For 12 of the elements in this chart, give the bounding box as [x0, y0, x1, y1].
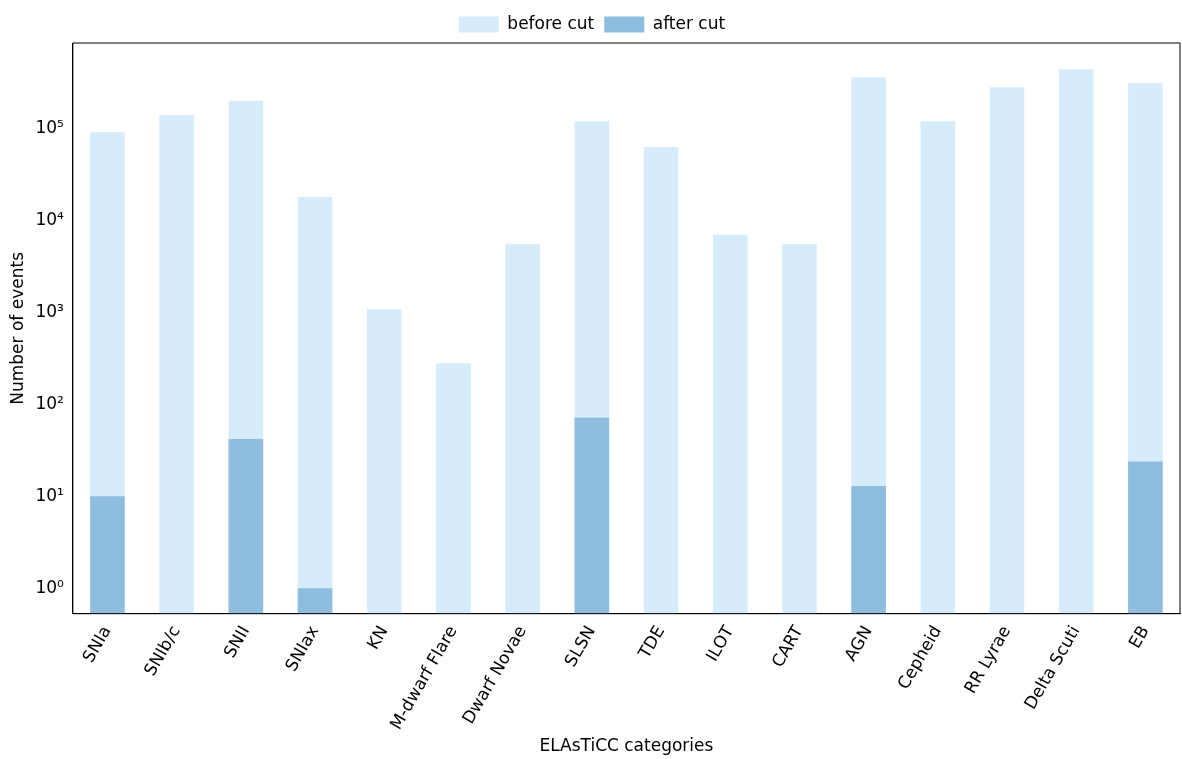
- x-tick-label: KN: [362, 622, 392, 653]
- y-tick-label: 10¹: [35, 484, 64, 505]
- y-tick-label: 10⁵: [35, 116, 64, 137]
- y-tick-label: 10⁰: [35, 576, 65, 597]
- y-tick-label: 10²: [35, 392, 64, 413]
- y-axis-title: Number of events: [6, 251, 27, 405]
- y-tick-label: 10³: [35, 300, 64, 321]
- x-tick-label: EB: [1124, 622, 1153, 652]
- legend-label: before cut: [507, 12, 595, 33]
- y-tick-label: 10⁴: [35, 208, 65, 229]
- x-axis-title: ELAsTiCC categories: [539, 735, 714, 756]
- legend-label: after cut: [652, 12, 726, 33]
